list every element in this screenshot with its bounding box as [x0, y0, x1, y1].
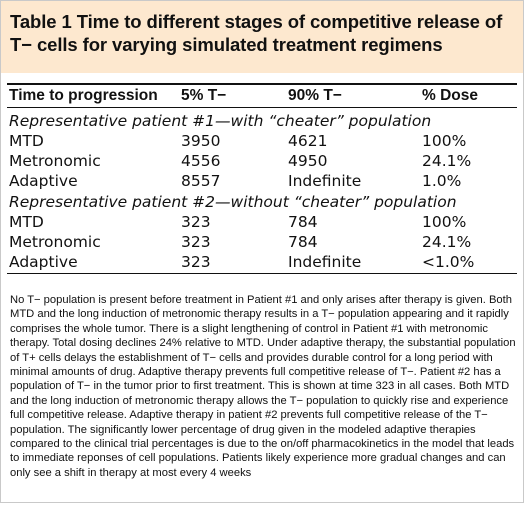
row-regimen: Metronomic	[9, 152, 101, 170]
row-5pct: 4556	[181, 152, 221, 170]
row-5pct: 3950	[181, 132, 221, 150]
row-regimen: MTD	[9, 132, 44, 150]
row-90pct: 784	[288, 213, 318, 231]
header-5pct-t-minus: 5% T−	[181, 87, 227, 104]
table-row: Metronomic 4556 4950 24.1%	[1, 151, 523, 171]
table-row: Adaptive 8557 Indefinite 1.0%	[1, 171, 523, 191]
row-5pct: 323	[181, 233, 211, 251]
row-90pct: Indefinite	[288, 172, 362, 190]
caption-band: Table 1 Time to different stages of comp…	[1, 1, 523, 73]
row-dose: 24.1%	[422, 233, 472, 251]
row-dose: 1.0%	[422, 172, 462, 190]
top-rule	[7, 83, 517, 85]
row-regimen: Adaptive	[9, 253, 78, 271]
row-90pct: Indefinite	[288, 253, 362, 271]
group-label: Representative patient #2—without “cheat…	[9, 193, 457, 211]
row-90pct: 4950	[288, 152, 328, 170]
header-row: Time to progression 5% T− 90% T− % Dose	[1, 86, 523, 106]
bottom-rule	[7, 273, 517, 274]
row-90pct: 784	[288, 233, 318, 251]
header-90pct-t-minus: 90% T−	[288, 87, 342, 104]
header-pct-dose: % Dose	[422, 87, 478, 104]
row-5pct: 323	[181, 213, 211, 231]
row-regimen: Adaptive	[9, 172, 78, 190]
table-row: MTD 3950 4621 100%	[1, 131, 523, 151]
row-90pct: 4621	[288, 132, 328, 150]
row-5pct: 8557	[181, 172, 221, 190]
row-dose: 100%	[422, 213, 467, 231]
header-rule	[7, 107, 517, 108]
row-dose: <1.0%	[422, 253, 475, 271]
group-label-row: Representative patient #2—without “cheat…	[1, 192, 523, 212]
table-row: MTD 323 784 100%	[1, 212, 523, 232]
group-label: Representative patient #1—with “cheater”…	[9, 112, 432, 130]
row-5pct: 323	[181, 253, 211, 271]
row-regimen: MTD	[9, 213, 44, 231]
table-caption: Table 1 Time to different stages of comp…	[10, 11, 503, 55]
table-footnote: No T− population is present before treat…	[10, 294, 516, 479]
row-dose: 24.1%	[422, 152, 472, 170]
table-row: Adaptive 323 Indefinite <1.0%	[1, 252, 523, 272]
group-label-row: Representative patient #1—with “cheater”…	[1, 111, 523, 131]
row-dose: 100%	[422, 132, 467, 150]
header-time-to-progression: Time to progression	[9, 87, 158, 104]
row-regimen: Metronomic	[9, 233, 101, 251]
table-row: Metronomic 323 784 24.1%	[1, 232, 523, 252]
